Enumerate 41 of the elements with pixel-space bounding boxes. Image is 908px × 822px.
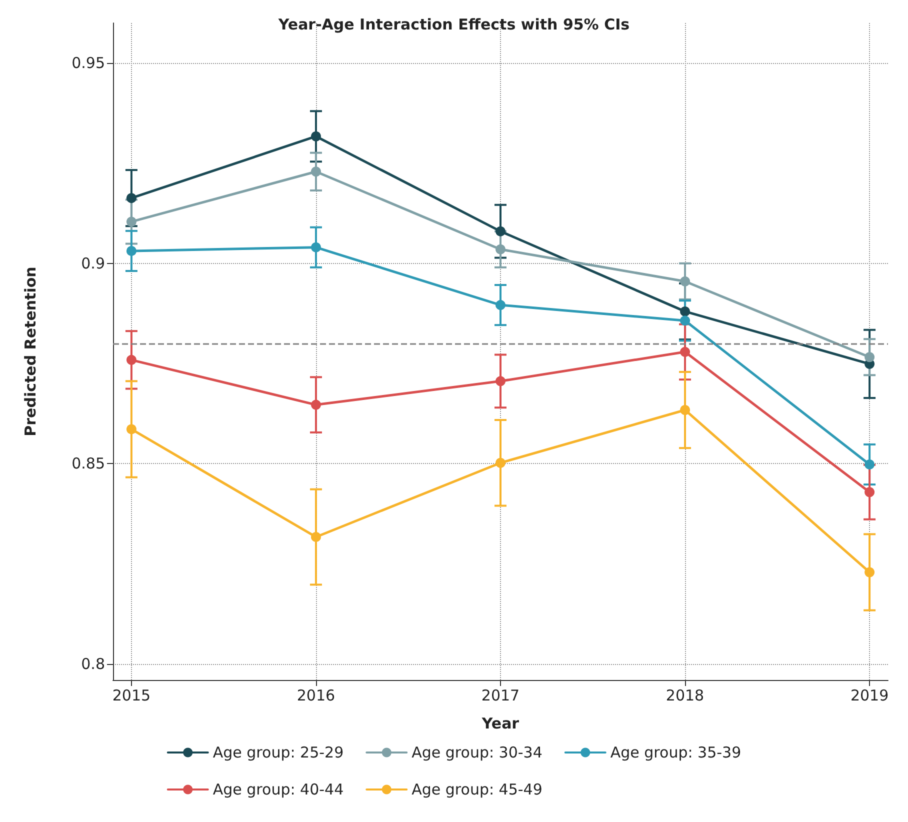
point — [864, 459, 875, 470]
point — [680, 316, 690, 326]
x-tick-label: 2018 — [666, 686, 704, 704]
point — [310, 242, 321, 252]
point — [680, 346, 690, 357]
x-tick-label: 2016 — [296, 686, 336, 704]
point — [310, 131, 321, 142]
point — [126, 216, 136, 227]
point — [864, 487, 875, 498]
point — [496, 226, 506, 236]
point — [680, 306, 690, 316]
x-axis-title: Year — [480, 714, 520, 732]
point — [310, 400, 321, 410]
legend-label: Age group: 45-49 — [412, 780, 542, 798]
y-tick-label: 0.95 — [72, 54, 105, 72]
point — [864, 352, 875, 362]
legend-label: Age group: 25-29 — [212, 744, 344, 762]
point — [864, 567, 875, 578]
y-tick-label: 0.85 — [72, 454, 105, 473]
point — [126, 424, 136, 434]
x-tick-label: 2017 — [481, 686, 520, 704]
y-tick-label: 0.8 — [81, 654, 105, 673]
point — [496, 244, 506, 254]
point — [310, 166, 321, 177]
x-tick-label: 2019 — [850, 686, 889, 704]
legend-label: Age group: 35-39 — [610, 744, 742, 762]
point — [496, 300, 506, 310]
point — [126, 354, 136, 365]
point — [126, 246, 136, 256]
point — [680, 276, 690, 286]
x-tick-label: 2015 — [112, 686, 151, 704]
y-tick-label: 0.9 — [81, 254, 105, 272]
point — [496, 376, 506, 386]
y-axis-title: Predicted Retention — [22, 266, 40, 436]
point — [126, 193, 136, 204]
point — [310, 532, 321, 542]
legend-label: Age group: 30-34 — [412, 744, 542, 762]
legend-label: Age group: 40-44 — [212, 780, 344, 798]
point — [680, 404, 690, 415]
chart-title: Year-Age Interaction Effects with 95% CIs — [277, 16, 630, 34]
point — [496, 458, 506, 468]
